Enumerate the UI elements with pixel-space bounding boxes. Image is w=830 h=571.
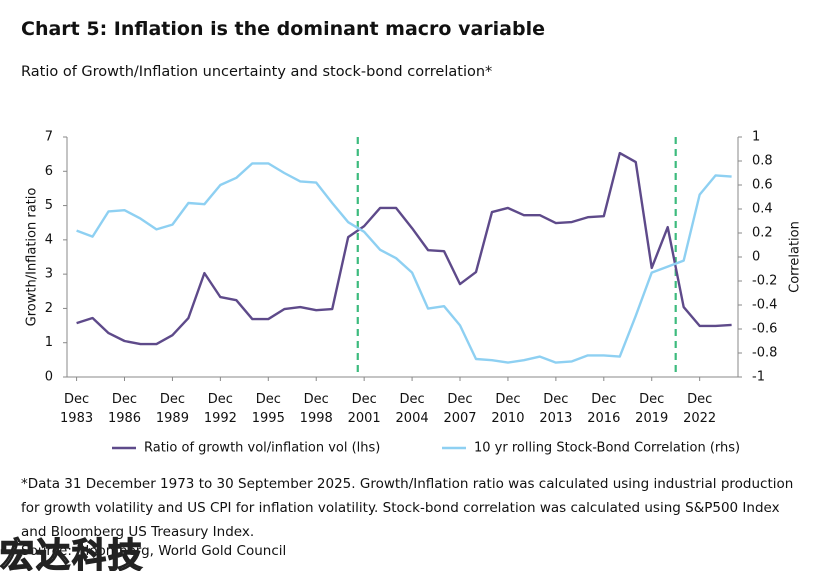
- series-line: [76, 151, 732, 346]
- watermark: 宏达科技: [0, 535, 144, 571]
- x-tick-label: Dec 1983: [60, 392, 93, 426]
- y-tick-label: 6: [45, 164, 53, 179]
- chart-subtitle: Ratio of Growth/Inflation uncertainty an…: [21, 64, 493, 80]
- y2-tick-label: 0.4: [752, 202, 773, 217]
- y-tick-label: 4: [45, 232, 53, 247]
- y2-tick-label: -0.8: [752, 346, 777, 361]
- x-tick-label: Dec 1986: [108, 392, 141, 426]
- x-tick-label: Dec 1989: [156, 392, 189, 426]
- y2-axis-label: Correlation: [788, 221, 803, 293]
- series-line: [76, 162, 732, 364]
- y-tick-label: 1: [45, 335, 53, 350]
- x-tick-label: Dec 2022: [683, 392, 716, 426]
- x-tick-label: Dec 2019: [635, 392, 668, 426]
- y2-tick-label: -0.2: [752, 274, 777, 289]
- y-axis-label: Growth/Inflation ratio: [25, 188, 40, 327]
- y-tick-label: 5: [45, 198, 53, 213]
- y2-tick-label: 0.6: [752, 178, 773, 193]
- footnote: *Data 31 December 1973 to 30 September 2…: [21, 476, 794, 540]
- y2-tick-label: -0.6: [752, 322, 777, 337]
- legend-label: 10 yr rolling Stock-Bond Correlation (rh…: [474, 441, 740, 456]
- x-tick-label: Dec 2004: [396, 392, 429, 426]
- y-tick-label: 2: [45, 301, 53, 316]
- source: Source: Bloomberg, World Gold Council: [21, 543, 287, 559]
- y2-tick-label: -0.4: [752, 298, 777, 313]
- x-tick-label: Dec 2016: [587, 392, 620, 426]
- y-tick-label: 7: [45, 130, 53, 145]
- y2-tick-label: -1: [752, 370, 765, 385]
- x-tick-label: Dec 2013: [539, 392, 572, 426]
- x-tick-label: Dec 1995: [252, 392, 285, 426]
- y2-tick-label: 0: [752, 250, 760, 265]
- legend-label: Ratio of growth vol/inflation vol (lhs): [144, 441, 380, 456]
- y-tick-label: 3: [45, 267, 53, 282]
- y2-tick-label: 1: [752, 130, 760, 145]
- chart-title: Chart 5: Inflation is the dominant macro…: [21, 18, 545, 40]
- x-tick-label: Dec 2010: [491, 392, 524, 426]
- y2-tick-label: 0.2: [752, 226, 773, 241]
- x-tick-label: Dec 1998: [300, 392, 333, 426]
- x-tick-label: Dec 2007: [443, 392, 476, 426]
- x-tick-label: Dec 1992: [204, 392, 237, 426]
- y2-tick-label: 0.8: [752, 154, 773, 169]
- y-tick-label: 0: [45, 370, 53, 385]
- x-tick-label: Dec 2001: [348, 392, 381, 426]
